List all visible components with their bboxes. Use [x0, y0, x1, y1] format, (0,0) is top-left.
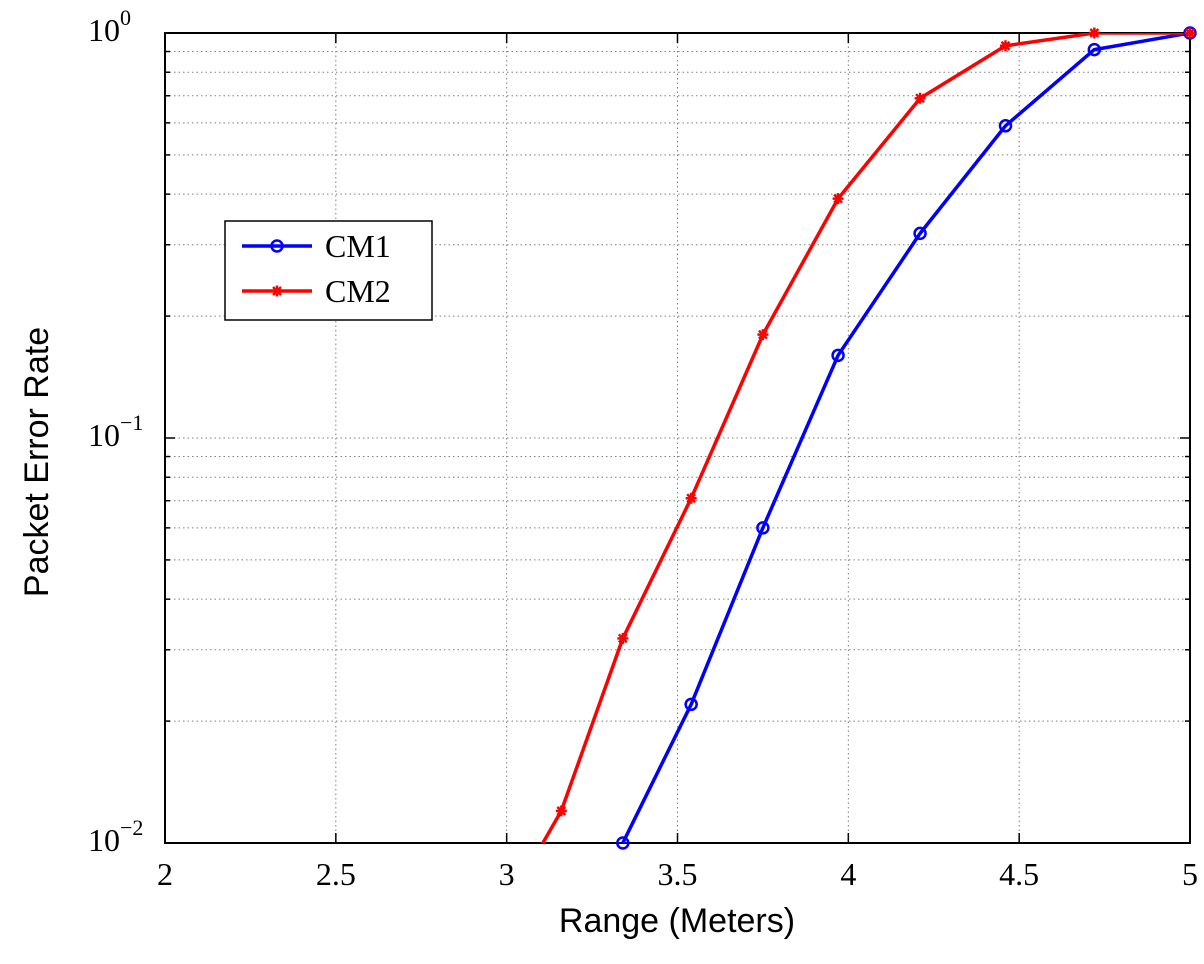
y-tick-exponent: −1: [120, 410, 143, 435]
x-axis-title: Range (Meters): [559, 902, 795, 940]
y-tick-label: 100: [88, 5, 131, 48]
y-axis-title: Packet Error Rate: [18, 327, 56, 597]
grid: [165, 33, 1190, 843]
data-point-cm2: [1000, 40, 1011, 51]
data-point-cm2: [556, 805, 567, 816]
y-tick-exponent: 0: [120, 5, 131, 30]
legend-label-cm2: CM2: [325, 273, 391, 309]
x-tick-label: 5: [1182, 856, 1198, 892]
x-tick-label: 3.5: [658, 856, 698, 892]
y-tick-base: 10: [88, 12, 120, 48]
y-tick-base: 10: [88, 417, 120, 453]
data-point-cm2: [617, 633, 628, 644]
x-tick-label: 2.5: [316, 856, 356, 892]
x-tick-label: 3: [499, 856, 515, 892]
legend-label-cm1: CM1: [325, 228, 391, 264]
y-tick-exponent: −2: [120, 815, 143, 840]
data-point-cm2: [915, 93, 926, 104]
series-line-cm1: [623, 33, 1190, 843]
y-tick-label: 10−2: [88, 815, 143, 858]
data-point-cm2: [1185, 28, 1196, 39]
x-tick-label: 4.5: [999, 856, 1039, 892]
x-tick-label: 4: [840, 856, 856, 892]
y-tick-label: 10−1: [88, 410, 143, 453]
x-tick-label: 2: [157, 856, 173, 892]
data-point-cm2: [833, 193, 844, 204]
data-point-cm2: [1089, 28, 1100, 39]
y-tick-base: 10: [88, 822, 120, 858]
data-point-cm2: [686, 493, 697, 504]
legend-marker-cm2: [272, 286, 283, 297]
data-point-cm2: [757, 329, 768, 340]
